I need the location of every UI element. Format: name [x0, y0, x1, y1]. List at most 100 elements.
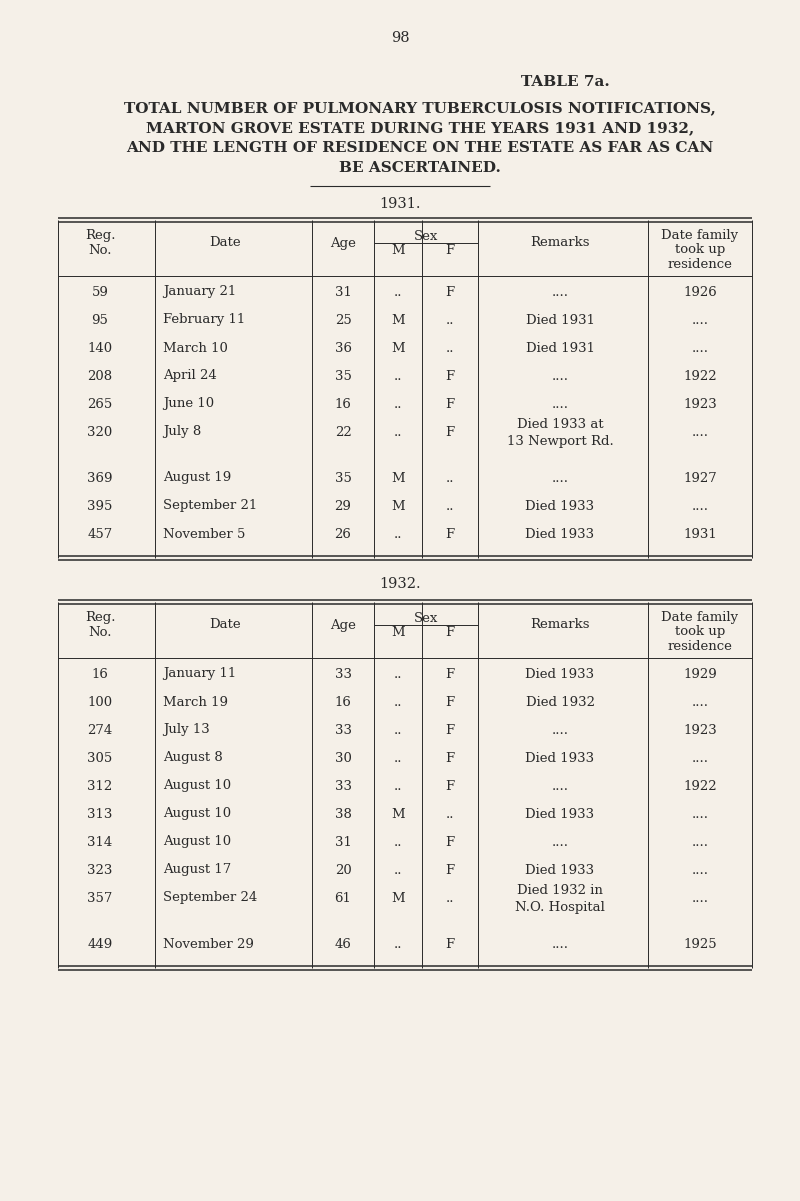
- Text: M: M: [391, 472, 405, 484]
- Text: 357: 357: [87, 891, 113, 904]
- Text: 1926: 1926: [683, 286, 717, 299]
- Text: ..: ..: [446, 807, 454, 820]
- Text: MARTON GROVE ESTATE DURING THE YEARS 1931 AND 1932,: MARTON GROVE ESTATE DURING THE YEARS 193…: [146, 121, 694, 135]
- Text: 100: 100: [87, 695, 113, 709]
- Text: AND THE LENGTH OF RESIDENCE ON THE ESTATE AS FAR AS CAN: AND THE LENGTH OF RESIDENCE ON THE ESTAT…: [126, 141, 714, 155]
- Text: residence: residence: [667, 639, 733, 652]
- Text: ....: ....: [551, 472, 569, 484]
- Text: Remarks: Remarks: [530, 619, 590, 632]
- Text: 305: 305: [87, 752, 113, 765]
- Text: 33: 33: [334, 723, 351, 736]
- Text: ....: ....: [691, 500, 709, 513]
- Text: 29: 29: [334, 500, 351, 513]
- Text: Died 1933: Died 1933: [526, 864, 594, 877]
- Text: F: F: [446, 626, 454, 639]
- Text: ....: ....: [551, 286, 569, 299]
- Text: F: F: [446, 286, 454, 299]
- Text: ....: ....: [551, 779, 569, 793]
- Text: 31: 31: [334, 836, 351, 848]
- Text: 36: 36: [334, 341, 351, 354]
- Text: 1929: 1929: [683, 668, 717, 681]
- Text: ..: ..: [446, 341, 454, 354]
- Text: 140: 140: [87, 341, 113, 354]
- Text: ....: ....: [691, 313, 709, 327]
- Text: M: M: [391, 500, 405, 513]
- Text: Died 1933: Died 1933: [526, 527, 594, 540]
- Text: M: M: [391, 341, 405, 354]
- Text: 33: 33: [334, 779, 351, 793]
- Text: took up: took up: [675, 626, 725, 639]
- Text: Died 1933: Died 1933: [526, 500, 594, 513]
- Text: ..: ..: [394, 286, 402, 299]
- Text: August 8: August 8: [163, 752, 222, 765]
- Text: No.: No.: [88, 244, 112, 257]
- Text: ..: ..: [394, 779, 402, 793]
- Text: August 10: August 10: [163, 836, 231, 848]
- Text: ....: ....: [691, 807, 709, 820]
- Text: 22: 22: [334, 425, 351, 438]
- Text: Remarks: Remarks: [530, 237, 590, 250]
- Text: September 21: September 21: [163, 500, 258, 513]
- Text: ....: ....: [691, 836, 709, 848]
- Text: 1923: 1923: [683, 398, 717, 411]
- Text: 16: 16: [334, 398, 351, 411]
- Text: F: F: [446, 398, 454, 411]
- Text: Died 1933 at: Died 1933 at: [517, 418, 603, 430]
- Text: 35: 35: [334, 472, 351, 484]
- Text: 314: 314: [87, 836, 113, 848]
- Text: F: F: [446, 779, 454, 793]
- Text: 274: 274: [87, 723, 113, 736]
- Text: 1932.: 1932.: [379, 576, 421, 591]
- Text: M: M: [391, 626, 405, 639]
- Text: 59: 59: [91, 286, 109, 299]
- Text: 1931: 1931: [683, 527, 717, 540]
- Text: ....: ....: [691, 752, 709, 765]
- Text: July 13: July 13: [163, 723, 210, 736]
- Text: 26: 26: [334, 527, 351, 540]
- Text: 1922: 1922: [683, 370, 717, 382]
- Text: July 8: July 8: [163, 425, 202, 438]
- Text: ..: ..: [394, 668, 402, 681]
- Text: 1931.: 1931.: [379, 197, 421, 211]
- Text: 1925: 1925: [683, 938, 717, 950]
- Text: ....: ....: [691, 425, 709, 438]
- Text: ..: ..: [394, 752, 402, 765]
- Text: 16: 16: [334, 695, 351, 709]
- Text: 323: 323: [87, 864, 113, 877]
- Text: ....: ....: [551, 398, 569, 411]
- Text: ....: ....: [551, 938, 569, 950]
- Text: March 19: March 19: [163, 695, 228, 709]
- Text: TOTAL NUMBER OF PULMONARY TUBERCULOSIS NOTIFICATIONS,: TOTAL NUMBER OF PULMONARY TUBERCULOSIS N…: [124, 101, 716, 115]
- Text: ..: ..: [394, 938, 402, 950]
- Text: Died 1932 in: Died 1932 in: [517, 884, 603, 896]
- Text: F: F: [446, 244, 454, 257]
- Text: April 24: April 24: [163, 370, 217, 382]
- Text: ..: ..: [394, 723, 402, 736]
- Text: M: M: [391, 244, 405, 257]
- Text: 1922: 1922: [683, 779, 717, 793]
- Text: BE ASCERTAINED.: BE ASCERTAINED.: [339, 161, 501, 175]
- Text: ..: ..: [394, 864, 402, 877]
- Text: ..: ..: [394, 527, 402, 540]
- Text: 395: 395: [87, 500, 113, 513]
- Text: 35: 35: [334, 370, 351, 382]
- Text: Died 1931: Died 1931: [526, 313, 594, 327]
- Text: 13 Newport Rd.: 13 Newport Rd.: [506, 436, 614, 448]
- Text: 457: 457: [87, 527, 113, 540]
- Text: F: F: [446, 836, 454, 848]
- Text: ..: ..: [446, 891, 454, 904]
- Text: Died 1933: Died 1933: [526, 752, 594, 765]
- Text: 20: 20: [334, 864, 351, 877]
- Text: ....: ....: [691, 864, 709, 877]
- Text: 265: 265: [87, 398, 113, 411]
- Text: ....: ....: [551, 723, 569, 736]
- Text: August 10: August 10: [163, 807, 231, 820]
- Text: ..: ..: [446, 472, 454, 484]
- Text: 61: 61: [334, 891, 351, 904]
- Text: Died 1932: Died 1932: [526, 695, 594, 709]
- Text: F: F: [446, 695, 454, 709]
- Text: Age: Age: [330, 619, 356, 632]
- Text: ....: ....: [551, 836, 569, 848]
- Text: F: F: [446, 938, 454, 950]
- Text: August 19: August 19: [163, 472, 231, 484]
